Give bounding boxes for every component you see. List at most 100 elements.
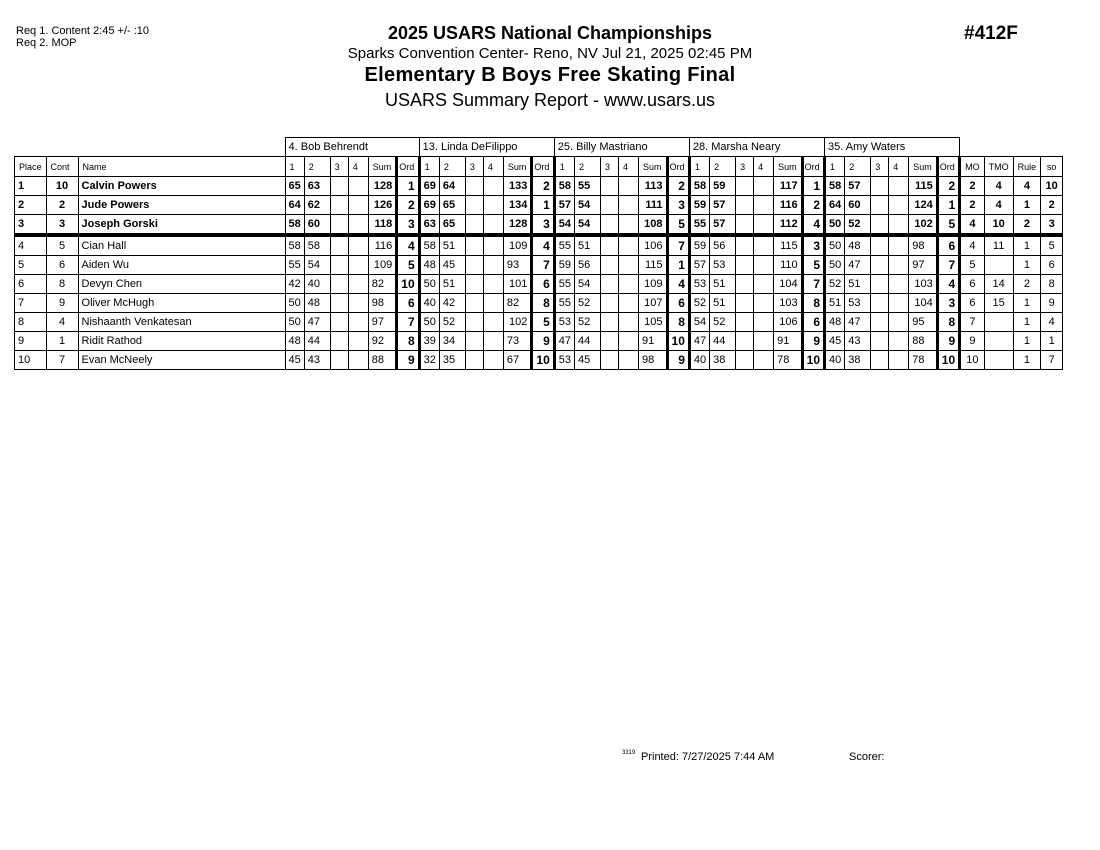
- header-judge-col: Ord: [935, 156, 962, 177]
- sum-cell: 105: [638, 312, 668, 332]
- score-cell: 52: [688, 293, 711, 313]
- score-cell: [482, 255, 504, 275]
- skater-name: Calvin Powers: [77, 176, 286, 196]
- header-judge-col: 1: [418, 156, 440, 177]
- score-cell: [464, 293, 484, 313]
- table-row: 3 3 Joseph Gorski 58 60 118 3 63 65 128 3 54 54 108 5 5…: [14, 214, 1064, 237]
- ordinal-cell: 5: [665, 214, 691, 237]
- score-cell: [888, 293, 910, 313]
- sum-cell: 102: [502, 312, 533, 332]
- sum-cell: 78: [773, 350, 803, 370]
- cont-cell: 10: [45, 176, 79, 196]
- so-cell: 1: [1040, 331, 1064, 351]
- tmo-cell: [983, 312, 1014, 332]
- score-cell: [888, 176, 910, 196]
- score-cell: [329, 255, 349, 275]
- mo-cell: 2: [959, 176, 985, 196]
- sum-cell: 111: [638, 195, 668, 215]
- score-cell: 51: [709, 274, 737, 294]
- header-judge-col: Sum: [908, 156, 938, 177]
- ordinal-cell: 9: [800, 331, 827, 351]
- place-cell: 1: [14, 176, 47, 196]
- rule-cell: 1: [1012, 331, 1042, 351]
- sum-cell: 98: [908, 234, 938, 256]
- ordinal-cell: 6: [395, 293, 421, 313]
- place-cell: 4: [14, 234, 47, 256]
- ordinal-cell: 7: [665, 234, 691, 256]
- score-cell: 48: [284, 331, 305, 351]
- header-judge-col: 2: [438, 156, 466, 177]
- mo-cell: 4: [959, 214, 985, 237]
- header-judge-col: 1: [553, 156, 576, 177]
- sum-cell: 128: [502, 214, 533, 237]
- blank: [15, 138, 286, 157]
- score-cell: [600, 255, 620, 275]
- score-cell: 54: [688, 312, 711, 332]
- ordinal-cell: 9: [530, 331, 556, 351]
- score-cell: 64: [284, 195, 305, 215]
- cont-cell: 2: [45, 195, 79, 215]
- rule-cell: 1: [1012, 293, 1042, 313]
- header-rule: Rule: [1012, 156, 1042, 177]
- so-cell: 8: [1040, 274, 1064, 294]
- score-cell: 55: [688, 214, 711, 237]
- score-cell: [870, 214, 890, 237]
- score-cell: [735, 255, 755, 275]
- rule-cell: 1: [1012, 195, 1042, 215]
- score-cell: [482, 214, 504, 237]
- ordinal-cell: 8: [395, 331, 421, 351]
- footer-code: 3319: [622, 750, 636, 756]
- so-cell: 5: [1040, 234, 1064, 256]
- ordinal-cell: 4: [395, 234, 421, 256]
- score-cell: [464, 195, 484, 215]
- score-cell: 63: [418, 214, 440, 237]
- score-cell: [600, 214, 620, 237]
- score-cell: [870, 293, 890, 313]
- score-cell: [888, 274, 910, 294]
- place-cell: 5: [14, 255, 47, 275]
- score-cell: 44: [574, 331, 602, 351]
- score-cell: 54: [303, 255, 331, 275]
- sum-cell: 115: [773, 234, 803, 256]
- score-cell: [753, 195, 775, 215]
- score-cell: [735, 350, 755, 370]
- score-cell: [870, 176, 890, 196]
- sum-cell: 104: [908, 293, 938, 313]
- cont-cell: 8: [45, 274, 79, 294]
- ordinal-cell: 8: [665, 312, 691, 332]
- score-cell: [870, 195, 890, 215]
- score-cell: 32: [418, 350, 440, 370]
- sum-cell: 93: [502, 255, 533, 275]
- score-cell: 57: [844, 176, 872, 196]
- score-cell: [753, 350, 775, 370]
- tmo-cell: 4: [983, 195, 1014, 215]
- table-row: 1 10 Calvin Powers 65 63 128 1 69 64 133 2 58 55 113 2…: [14, 176, 1064, 196]
- cont-cell: 7: [45, 350, 79, 370]
- sum-cell: 67: [502, 350, 533, 370]
- score-cell: 54: [553, 214, 576, 237]
- score-cell: 55: [553, 274, 576, 294]
- so-cell: 6: [1040, 255, 1064, 275]
- score-cell: 40: [303, 274, 331, 294]
- score-cell: [735, 293, 755, 313]
- ordinal-cell: 6: [800, 312, 827, 332]
- tmo-cell: [983, 255, 1014, 275]
- ordinal-cell: 2: [665, 176, 691, 196]
- score-cell: 65: [284, 176, 305, 196]
- score-cell: 52: [824, 274, 846, 294]
- score-cell: 58: [284, 234, 305, 256]
- sum-cell: 97: [908, 255, 938, 275]
- score-cell: 52: [438, 312, 466, 332]
- header-judge-col: 4: [753, 156, 775, 177]
- ordinal-cell: 3: [530, 214, 556, 237]
- so-cell: 7: [1040, 350, 1064, 370]
- cont-cell: 3: [45, 214, 79, 237]
- sum-cell: 104: [773, 274, 803, 294]
- ordinal-cell: 10: [530, 350, 556, 370]
- header-name: Name: [77, 156, 286, 177]
- score-cell: [482, 176, 504, 196]
- score-cell: 40: [688, 350, 711, 370]
- score-cell: [735, 274, 755, 294]
- score-cell: [888, 195, 910, 215]
- score-cell: [753, 255, 775, 275]
